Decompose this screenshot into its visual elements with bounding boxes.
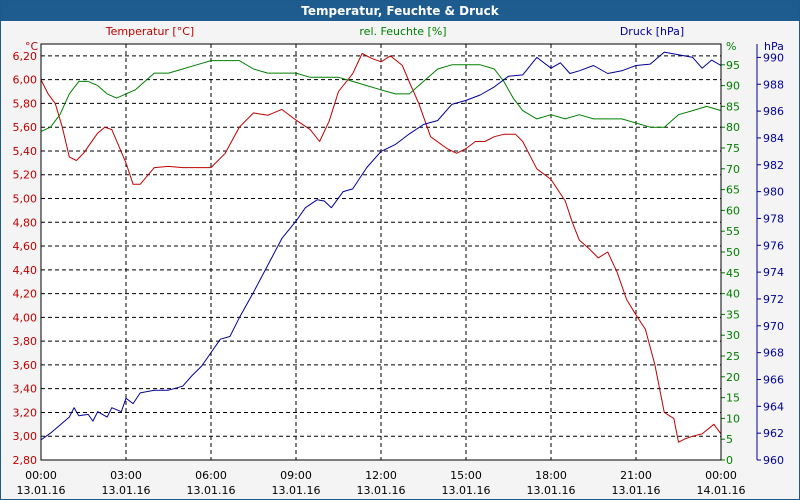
x-tick-time-label: 03:00 [110,469,142,482]
pressure-tick-label: 988 [763,78,784,91]
humidity-tick-label: 5 [726,433,733,446]
temperature-tick-label: 6,20 [13,50,38,63]
temperature-tick-label: 4,40 [13,264,38,277]
time-axis: 00:00 13.01.16 03:00 13.01.16 06:00 13.01.16 0… [17,469,746,497]
humidity-tick-label: 20 [726,371,740,384]
humidity-tick-label: 25 [726,350,740,363]
series-group [40,51,722,443]
pressure-axis: hPa Druck [hPa] 990 988 986 984 982 980 978 976 97… [620,25,784,467]
temperature-tick-label: 3,40 [13,383,38,396]
pressure-tick-label: 974 [763,266,784,279]
temperature-tick-label: 5,20 [13,169,38,182]
humidity-tick-label: 60 [726,204,740,217]
pressure-tick-label: 980 [763,186,784,199]
humidity-tick-label: 90 [726,80,740,93]
temperature-tick-label: 4,80 [13,216,38,229]
temperature-tick-label: 4,00 [13,311,38,324]
pressure-tick-label: 982 [763,159,784,172]
pressure-tick-label: 964 [763,400,784,413]
x-tick-date-label: 13.01.16 [187,484,236,497]
temperature-tick-label: 4,60 [13,240,38,253]
x-tick-time-label: 15:00 [450,469,482,482]
humidity-tick-label: 95 [726,59,740,72]
pressure-tick-label: 990 [763,51,784,64]
humidity-tick-label: 80 [726,121,740,134]
humidity-tick-label: 65 [726,184,740,197]
series-line-pressure [40,51,722,441]
x-tick-time-label: 18:00 [535,469,567,482]
pressure-tick-label: 968 [763,347,784,360]
x-tick-date-label: 13.01.16 [527,484,576,497]
temperature-unit-label: °C [25,40,39,53]
pressure-tick-label: 962 [763,427,784,440]
series-line-humidity [40,60,722,132]
temperature-tick-label: 3,60 [13,359,38,372]
humidity-tick-label: 75 [726,142,740,155]
pressure-tick-label: 986 [763,105,784,118]
x-tick-time-label: 06:00 [195,469,227,482]
humidity-tick-label: 10 [726,412,740,425]
humidity-tick-label: 70 [726,163,740,176]
temperature-tick-label: 3,80 [13,335,38,348]
humidity-tick-label: 85 [726,100,740,113]
x-tick-time-label: 09:00 [280,469,312,482]
x-tick-date-label: 13.01.16 [272,484,321,497]
humidity-tick-label: 30 [726,329,740,342]
x-tick-time-label: 00:00 [705,469,737,482]
temperature-tick-label: 4,20 [13,288,38,301]
humidity-tick-label: 45 [726,267,740,280]
pressure-tick-label: 976 [763,239,784,252]
pressure-tick-label: 960 [763,454,784,467]
temperature-tick-label: 5,60 [13,121,38,134]
temperature-tick-label: 5,00 [13,193,38,206]
temperature-tick-label: 5,40 [13,145,38,158]
x-tick-time-label: 12:00 [365,469,397,482]
humidity-tick-label: 50 [726,246,740,259]
x-tick-time-label: 00:00 [25,469,57,482]
pressure-unit-label: hPa [764,40,784,53]
x-tick-date-label: 14.01.16 [697,484,746,497]
humidity-tick-label: 15 [726,392,740,405]
pressure-tick-label: 970 [763,320,784,333]
humidity-tick-label: 55 [726,225,740,238]
temperature-tick-label: 3,20 [13,406,38,419]
x-tick-date-label: 13.01.16 [612,484,661,497]
pressure-tick-label: 972 [763,293,784,306]
temperature-tick-label: 2,80 [13,454,38,467]
x-tick-date-label: 13.01.16 [102,484,151,497]
humidity-axis-title: rel. Feuchte [%] [359,25,446,38]
humidity-tick-label: 40 [726,288,740,301]
pressure-tick-label: 966 [763,373,784,386]
x-tick-date-label: 13.01.16 [17,484,66,497]
x-tick-time-label: 21:00 [620,469,652,482]
temperature-tick-label: 3,00 [13,430,38,443]
pressure-tick-label: 984 [763,132,784,145]
temperature-axis-title: Temperatur [°C] [105,25,194,38]
humidity-tick-label: 35 [726,308,740,321]
x-tick-date-label: 13.01.16 [442,484,491,497]
plot-area-border [40,43,722,461]
pressure-tick-label: 978 [763,212,784,225]
temperature-tick-label: 5,80 [13,97,38,110]
series-line-temperature [40,53,722,443]
x-tick-date-label: 13.01.16 [357,484,406,497]
pressure-axis-title: Druck [hPa] [620,25,684,38]
window-title: Temperatur, Feuchte & Druck [1,1,799,21]
temperature-tick-label: 6,00 [13,74,38,87]
temperature-axis: °C Temperatur [°C] 6,20 6,00 5,80 5,60 5,40 5,2… [13,25,195,467]
humidity-unit-label: % [726,40,736,53]
grid [40,44,722,461]
humidity-tick-label: 0 [726,454,733,467]
